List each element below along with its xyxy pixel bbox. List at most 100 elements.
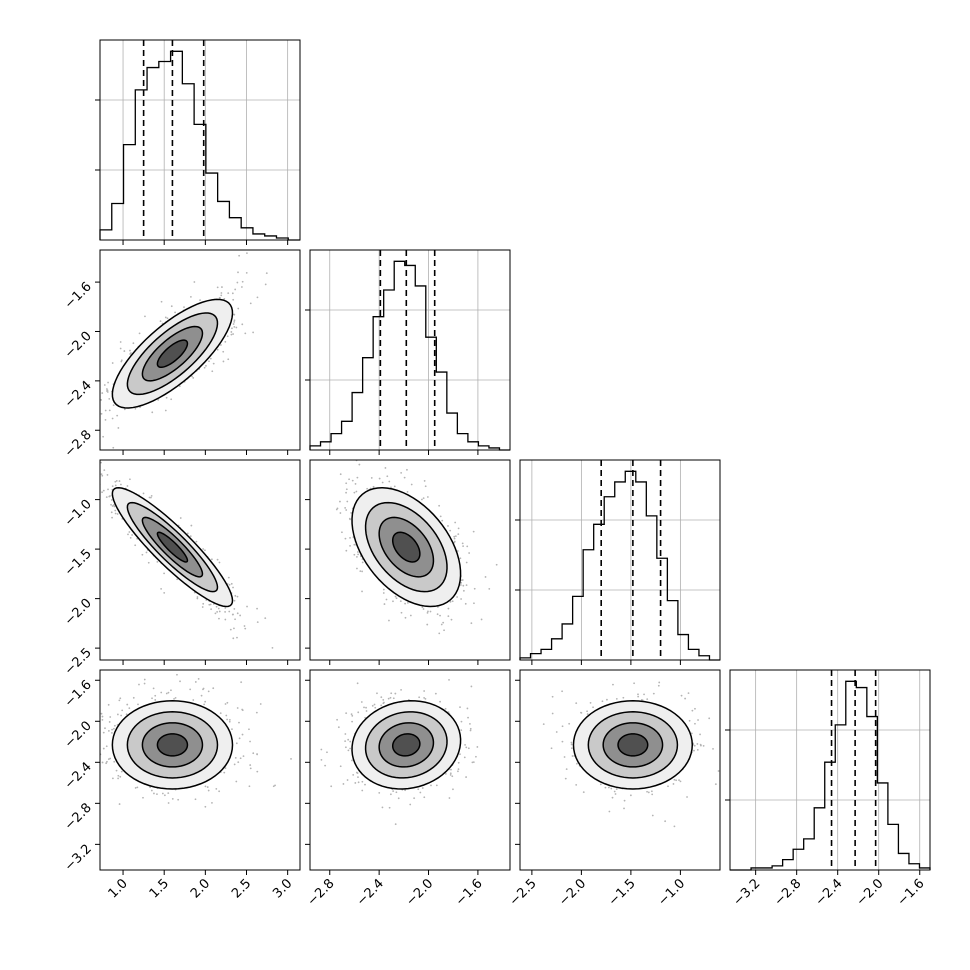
sample-point [194,681,197,683]
sample-point [353,553,356,556]
sample-point [457,761,460,764]
sample-point [116,414,119,417]
sample-point [137,703,139,706]
sample-point [345,549,348,552]
sample-point [353,543,356,546]
sample-point [465,584,468,587]
sample-point [354,782,357,784]
sample-point [469,722,471,725]
sample-point [570,743,573,746]
sample-point [189,535,192,538]
sample-point [157,398,160,401]
sample-point [111,516,113,519]
sample-point [204,805,207,808]
sample-point [341,531,343,534]
sample-point [457,527,460,530]
sample-point [439,614,441,617]
sample-point [115,479,118,482]
sample-point [150,789,153,792]
sample-point [101,715,104,718]
sample-point [132,696,135,699]
sample-point [422,497,425,500]
sample-point [223,771,226,774]
sample-point [218,610,221,613]
sample-point [684,697,687,700]
sample-point [120,770,123,773]
sample-point [229,628,232,631]
sample-point [381,806,384,809]
sample-point [423,690,426,692]
sample-point [107,488,109,491]
sample-point [349,740,352,743]
sample-point [392,600,394,603]
sample-point [447,607,450,610]
sample-point [449,600,452,603]
sample-point [239,614,242,617]
contour-line [391,531,421,563]
sample-point [236,707,239,709]
sample-point [109,716,112,718]
sample-point [400,611,403,614]
sample-point [439,700,441,703]
sample-point [114,484,117,487]
sample-point [256,753,258,755]
contour-line [391,733,421,757]
sample-point [448,797,451,799]
sample-point [98,489,100,491]
sample-point [207,690,210,693]
histogram-step [519,470,720,661]
sample-point [218,296,221,299]
sample-point [378,477,381,480]
sample-point [344,746,347,749]
sample-point [457,770,459,773]
contour-line [141,516,204,578]
contour-line [126,711,219,779]
sample-point [378,791,381,794]
sample-point [484,576,487,578]
sample-point [249,764,252,766]
sample-point [453,540,456,543]
sample-point [91,411,93,413]
sample-point [143,678,146,681]
sample-point [356,555,358,558]
sample-point [128,707,131,710]
sample-point [237,307,240,310]
sample-point [110,511,113,514]
sample-point [467,716,469,719]
sample-point [224,703,227,705]
panel-frame [99,39,301,241]
sample-point [111,732,113,734]
sample-point [356,551,359,553]
sample-point [207,789,210,792]
sample-point [389,793,392,796]
sample-point [117,774,120,777]
sample-point [112,727,115,730]
sample-point [693,749,695,752]
sample-point [210,558,213,561]
sample-point [197,678,200,680]
sample-point [473,602,475,605]
sample-point [112,504,115,506]
panel-content [100,673,292,808]
sample-point [227,358,230,361]
sample-point [115,769,118,772]
sample-point [216,348,219,351]
sample-point [434,692,437,695]
sample-point [460,729,463,732]
sample-point [232,613,234,616]
sample-point [370,477,373,479]
sample-point [392,697,395,700]
sample-point [389,696,392,699]
sample-point [101,761,104,764]
sample-point [167,802,170,804]
sample-point [324,764,327,767]
sample-point [394,595,397,598]
sample-point [126,485,129,487]
sample-point [103,384,106,386]
sample-point [227,576,230,579]
sample-point [236,636,238,639]
sample-point [174,696,177,699]
sample-point [409,803,412,806]
sample-point [202,687,205,690]
sample-point [462,545,464,548]
